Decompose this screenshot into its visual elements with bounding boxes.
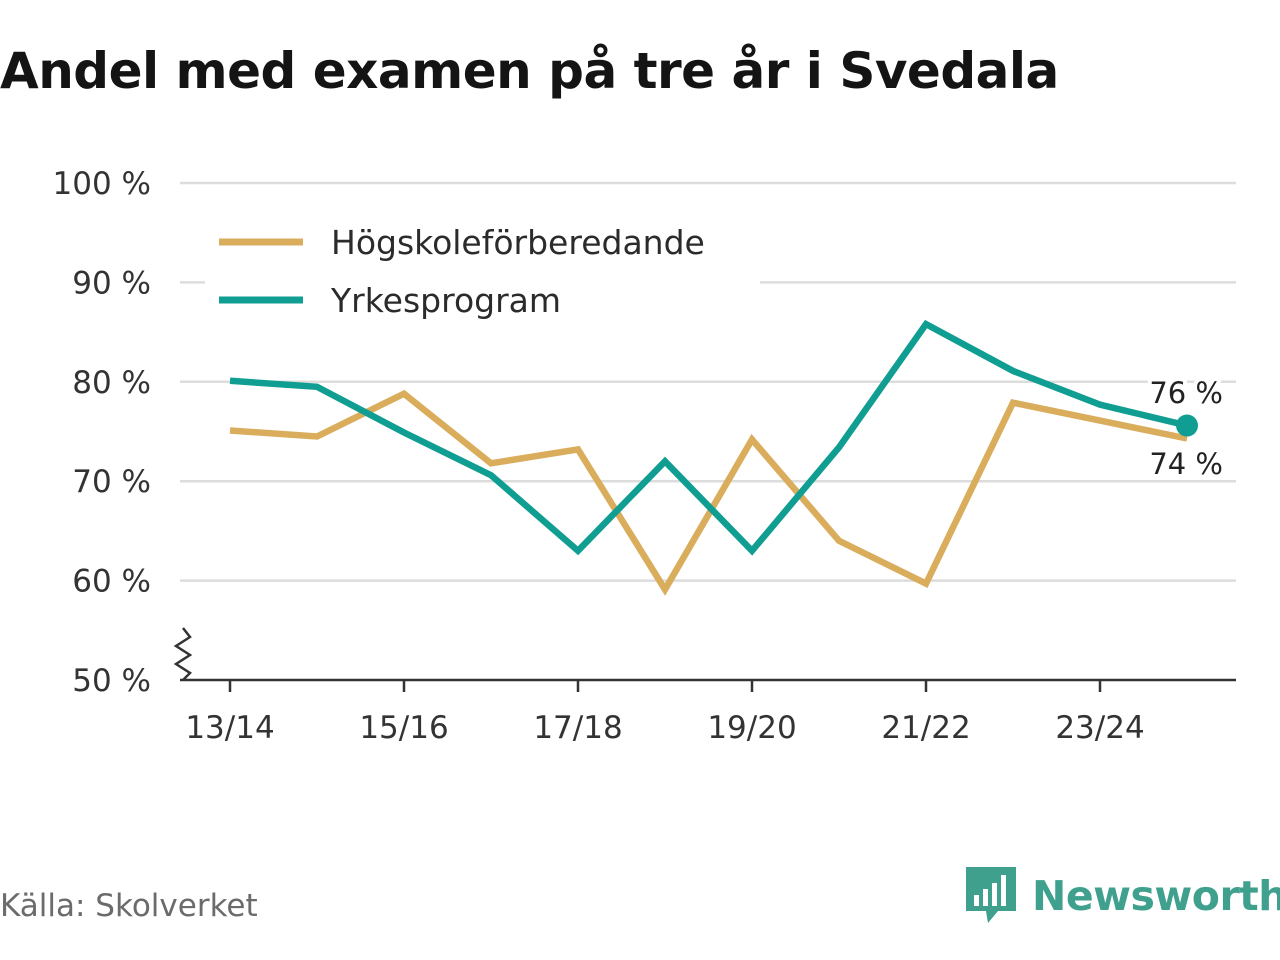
- y-tick-label: 70 %: [72, 464, 151, 500]
- y-tick-label: 80 %: [72, 365, 151, 401]
- end-labels: 76 % 74 %: [1145, 372, 1227, 485]
- y-tick-label: 90 %: [72, 265, 151, 301]
- y-axis-break: [173, 627, 193, 681]
- series-line-yrkesprogram: [229, 319, 1188, 556]
- legend: Högskoleförberedande Yrkesprogram: [205, 212, 760, 330]
- legend-background: [205, 212, 760, 330]
- y-tick-label: 50 %: [72, 663, 151, 699]
- x-tick-label: 19/20: [707, 710, 796, 746]
- x-tick-label: 17/18: [533, 710, 622, 746]
- x-tick-label: 23/24: [1055, 710, 1144, 746]
- x-tick-label: 15/16: [359, 710, 448, 746]
- legend-label: Yrkesprogram: [330, 281, 561, 320]
- axes: 50 % 60 % 70 % 80 % 90 % 100 % 13/14 15/16 17/18…: [53, 166, 1236, 746]
- endpoint-marker: [1176, 414, 1198, 437]
- series-line-högskoleförberedande: [229, 389, 1188, 596]
- brand-name: Newsworthy: [1032, 872, 1280, 920]
- source-note: Källa: Skolverket: [0, 888, 258, 924]
- y-tick-label: 100 %: [53, 166, 151, 202]
- end-label-hogskoleforberedande: 74 %: [1149, 447, 1223, 481]
- x-tick-label: 13/14: [185, 710, 274, 746]
- legend-label: Högskoleförberedande: [331, 223, 705, 262]
- brand: Newsworthy: [964, 864, 1280, 928]
- newsworthy-logo-icon: [966, 867, 1016, 923]
- x-tick-label: 21/22: [881, 710, 970, 746]
- y-tick-label: 60 %: [72, 564, 151, 600]
- chart-title: Andel med examen på tre år i Svedala: [0, 42, 1059, 100]
- series: [229, 319, 1198, 596]
- end-label-yrkesprogram: 76 %: [1149, 376, 1223, 410]
